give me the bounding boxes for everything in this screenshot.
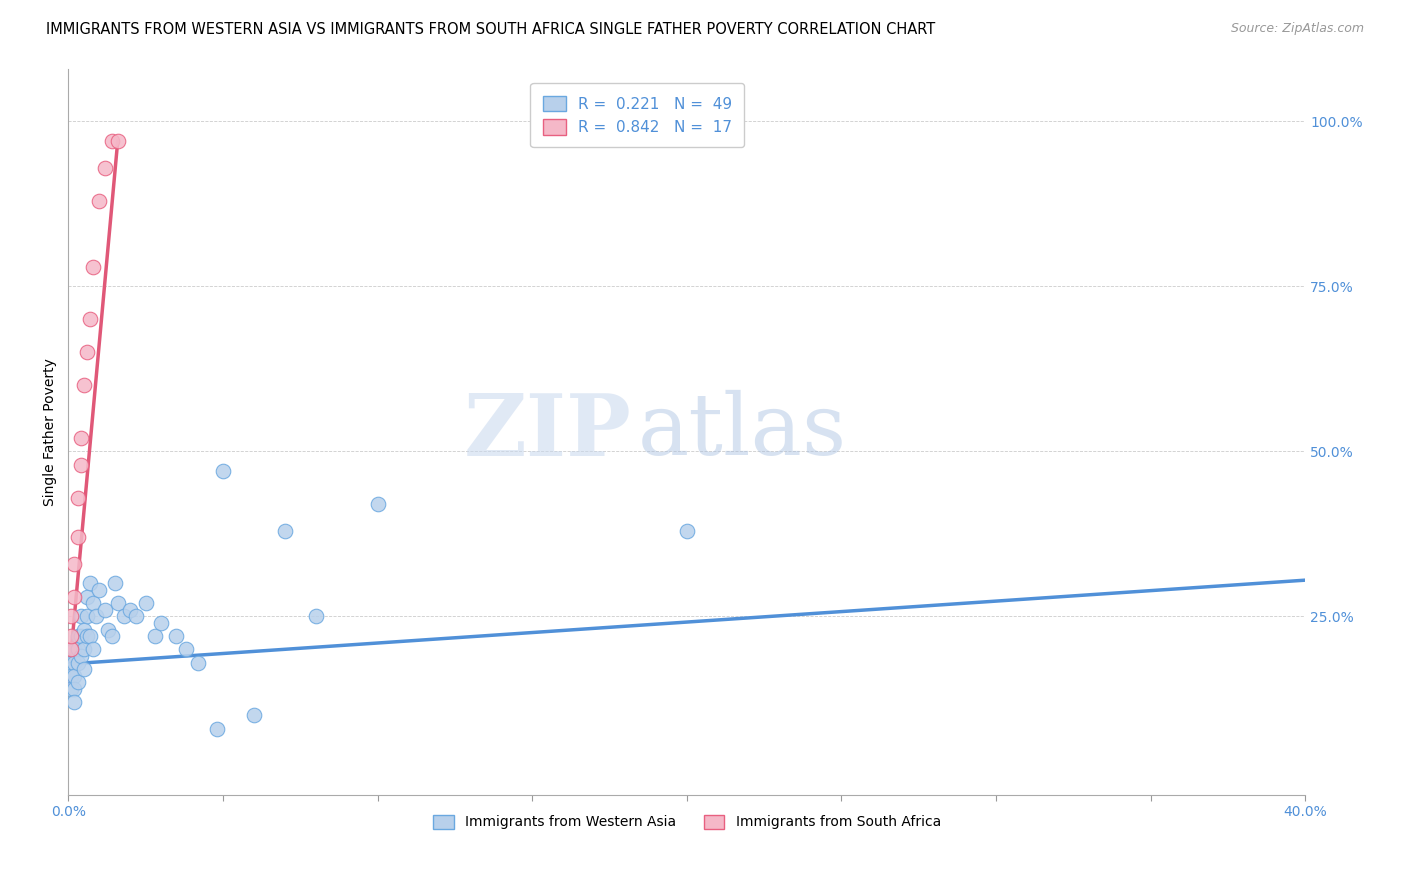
- Point: [305, 609, 328, 624]
- Point: [60, 609, 83, 624]
- Legend: Immigrants from Western Asia, Immigrants from South Africa: Immigrants from Western Asia, Immigrants…: [427, 809, 946, 835]
- Point: [675, 524, 697, 538]
- Point: [60, 642, 83, 657]
- Point: [66, 530, 89, 544]
- Point: [82, 642, 104, 657]
- Point: [97, 623, 120, 637]
- Point: [60, 656, 83, 670]
- Text: ZIP: ZIP: [464, 390, 631, 474]
- Point: [60, 662, 83, 676]
- Point: [104, 576, 127, 591]
- Point: [73, 662, 96, 676]
- Point: [63, 590, 86, 604]
- Point: [73, 378, 96, 392]
- Point: [60, 682, 83, 697]
- Point: [79, 312, 101, 326]
- Point: [76, 345, 98, 359]
- Text: Source: ZipAtlas.com: Source: ZipAtlas.com: [1230, 22, 1364, 36]
- Point: [120, 603, 142, 617]
- Point: [100, 629, 122, 643]
- Point: [94, 161, 117, 175]
- Point: [60, 629, 83, 643]
- Point: [76, 609, 98, 624]
- Point: [112, 609, 135, 624]
- Text: atlas: atlas: [637, 390, 846, 473]
- Point: [69, 431, 91, 445]
- Point: [174, 642, 197, 657]
- Point: [76, 629, 98, 643]
- Point: [63, 682, 86, 697]
- Point: [63, 557, 86, 571]
- Point: [94, 603, 117, 617]
- Point: [166, 629, 188, 643]
- Point: [107, 134, 129, 148]
- Point: [135, 596, 157, 610]
- Point: [205, 722, 228, 736]
- Point: [69, 458, 91, 472]
- Point: [60, 669, 83, 683]
- Point: [79, 576, 101, 591]
- Point: [82, 596, 104, 610]
- Point: [66, 656, 89, 670]
- Point: [125, 609, 148, 624]
- Point: [107, 596, 129, 610]
- Point: [69, 609, 91, 624]
- Point: [66, 675, 89, 690]
- Y-axis label: Single Father Poverty: Single Father Poverty: [44, 358, 58, 506]
- Point: [212, 464, 235, 478]
- Point: [63, 656, 86, 670]
- Point: [84, 609, 107, 624]
- Point: [73, 642, 96, 657]
- Point: [63, 669, 86, 683]
- Point: [79, 629, 101, 643]
- Point: [66, 491, 89, 505]
- Point: [100, 134, 122, 148]
- Point: [243, 708, 266, 723]
- Point: [274, 524, 297, 538]
- Point: [367, 497, 389, 511]
- Point: [73, 623, 96, 637]
- Point: [150, 615, 173, 630]
- Point: [63, 642, 86, 657]
- Point: [69, 629, 91, 643]
- Point: [89, 194, 111, 208]
- Point: [89, 582, 111, 597]
- Point: [66, 629, 89, 643]
- Point: [82, 260, 104, 274]
- Point: [76, 590, 98, 604]
- Point: [143, 629, 166, 643]
- Point: [66, 642, 89, 657]
- Point: [69, 648, 91, 663]
- Text: IMMIGRANTS FROM WESTERN ASIA VS IMMIGRANTS FROM SOUTH AFRICA SINGLE FATHER POVER: IMMIGRANTS FROM WESTERN ASIA VS IMMIGRAN…: [46, 22, 935, 37]
- Point: [187, 656, 209, 670]
- Point: [63, 695, 86, 709]
